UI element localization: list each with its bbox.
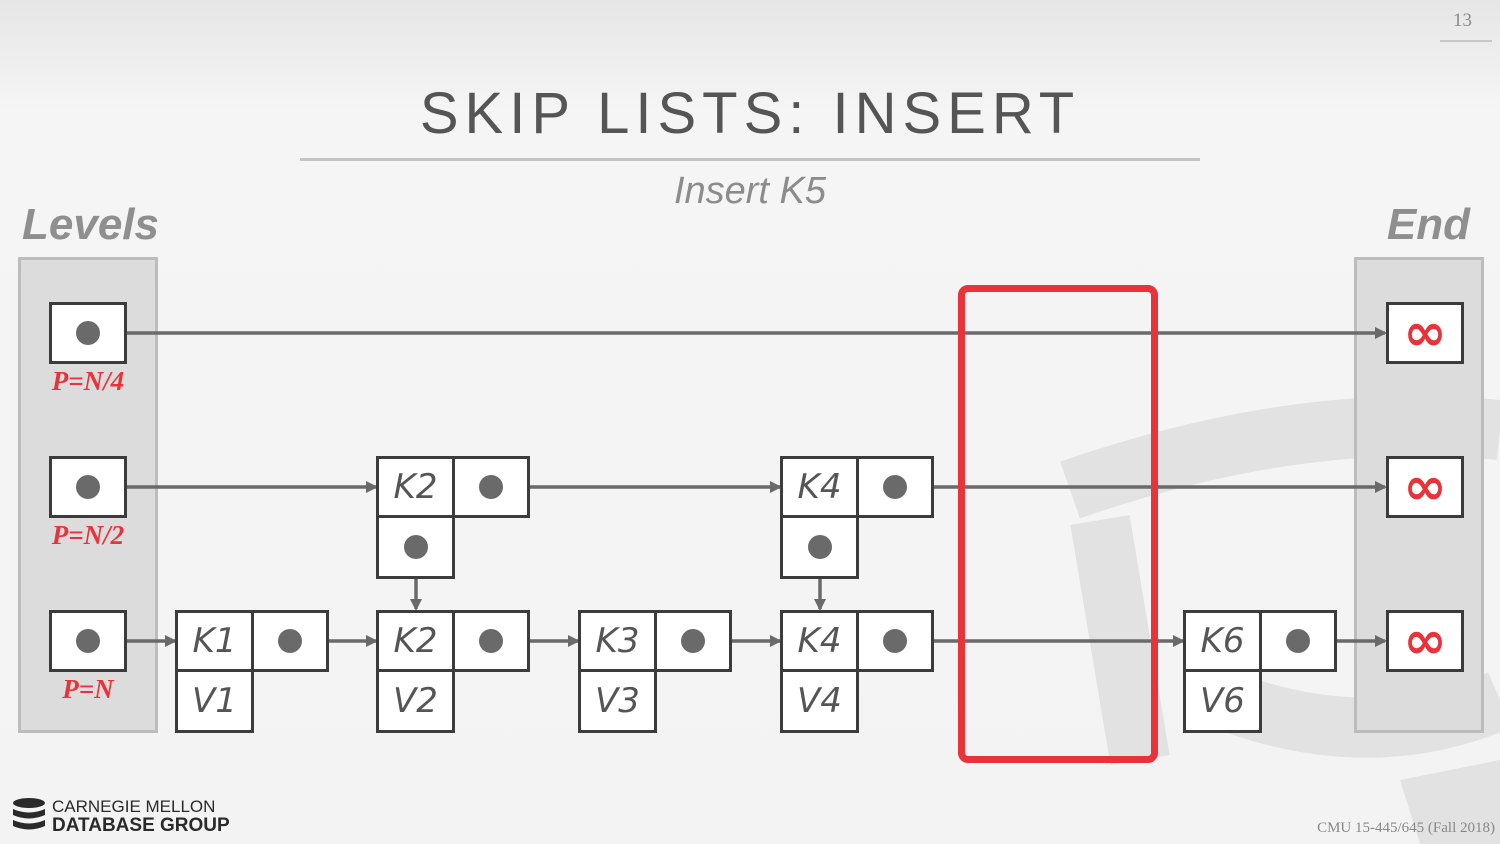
end-label: End — [1386, 200, 1470, 249]
pointer-dot-icon — [479, 475, 503, 499]
level-2-node-next-pointer — [452, 456, 530, 518]
node-key: K2 — [376, 610, 455, 672]
insert-position-highlight — [958, 285, 1158, 763]
node-value: V3 — [578, 669, 657, 733]
level-2-head-pointer — [49, 456, 127, 518]
pointer-dot-icon — [278, 629, 302, 653]
node-next-pointer — [452, 610, 530, 672]
level-2-probability: P=N/2 — [51, 520, 125, 550]
slide-subtitle: Insert K5 — [673, 170, 827, 212]
level-3-probability: P=N — [62, 674, 114, 704]
node-key: K1 — [175, 610, 254, 672]
node-key: K4 — [780, 610, 859, 672]
level-1-head-pointer — [49, 302, 127, 364]
title-rule — [300, 158, 1200, 161]
logo-text: CARNEGIE MELLON DATABASE GROUP — [52, 797, 230, 835]
course-footer: CMU 15-445/645 (Fall 2018) — [1317, 820, 1495, 836]
node-next-pointer — [856, 610, 934, 672]
pointer-dot-icon — [76, 629, 100, 653]
level-1-end-infinity: ∞ — [1386, 302, 1464, 364]
pointer-dot-icon — [883, 475, 907, 499]
slide-title: SKIP LISTS: INSERT — [419, 81, 1081, 146]
page-number: 13 — [1453, 10, 1472, 31]
node-next-pointer — [1259, 610, 1337, 672]
logo-line-2: DATABASE GROUP — [52, 815, 230, 836]
pointer-dot-icon — [1286, 629, 1310, 653]
level-3-head-pointer — [49, 610, 127, 672]
node-value: V2 — [376, 669, 455, 733]
pointer-dot-icon — [76, 475, 100, 499]
pointer-dot-icon — [681, 629, 705, 653]
node-key: K6 — [1183, 610, 1262, 672]
level-2-node-key: K4 — [780, 456, 859, 518]
level-2-node-next-pointer — [856, 456, 934, 518]
pointer-dot-icon — [479, 629, 503, 653]
level-1-probability: P=N/4 — [51, 366, 125, 396]
database-logo-icon — [13, 798, 45, 830]
node-next-pointer — [654, 610, 732, 672]
level-2-node-down-pointer — [780, 515, 859, 579]
node-key: K3 — [578, 610, 657, 672]
level-3-end-infinity: ∞ — [1386, 610, 1464, 672]
level-2-end-infinity: ∞ — [1386, 456, 1464, 518]
page-number-underline — [1440, 40, 1492, 42]
pointer-dot-icon — [883, 629, 907, 653]
node-value: V1 — [175, 669, 254, 733]
pointer-dot-icon — [403, 535, 428, 559]
levels-label: Levels — [22, 200, 159, 249]
pointer-dot-icon — [807, 535, 832, 559]
logo-line-1: CARNEGIE MELLON — [52, 797, 216, 816]
node-value: V4 — [780, 669, 859, 733]
node-value: V6 — [1183, 669, 1262, 733]
node-next-pointer — [251, 610, 329, 672]
level-2-node-down-pointer — [376, 515, 455, 579]
pointer-dot-icon — [76, 321, 100, 345]
level-2-node-key: K2 — [376, 456, 455, 518]
